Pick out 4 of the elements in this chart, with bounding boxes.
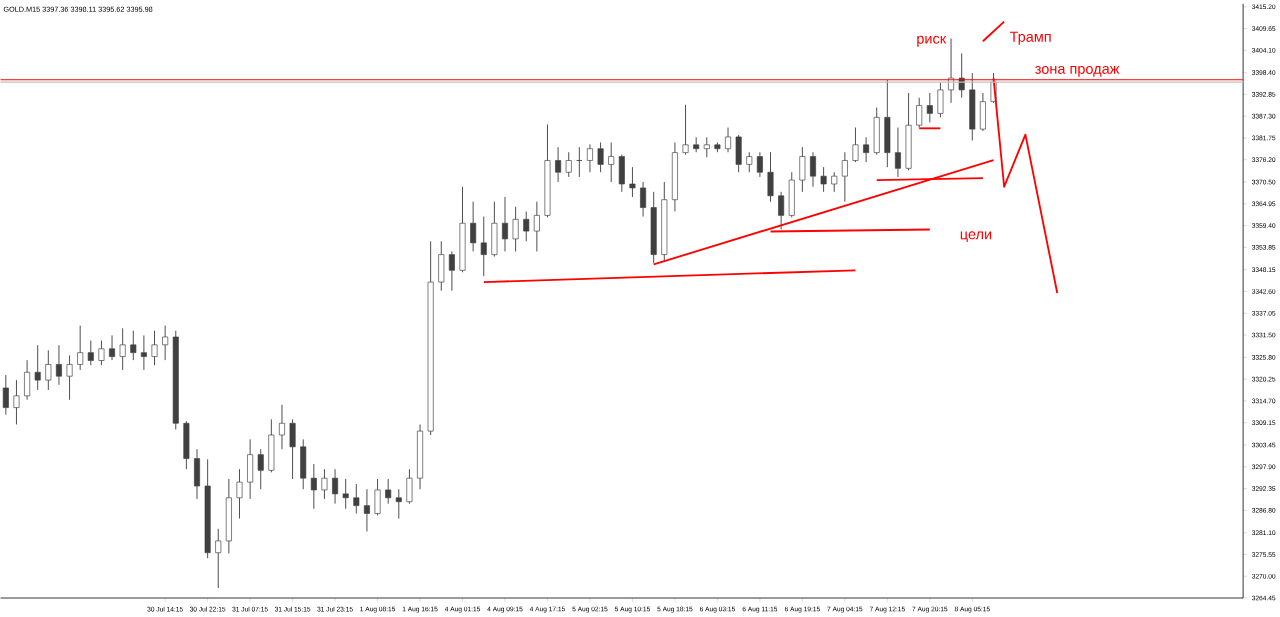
ref-line-label: зона продаж — [1035, 65, 1120, 77]
annotation: Трамп — [1009, 31, 1051, 45]
annotation: цели — [960, 231, 992, 243]
annotation: риск — [917, 35, 947, 47]
